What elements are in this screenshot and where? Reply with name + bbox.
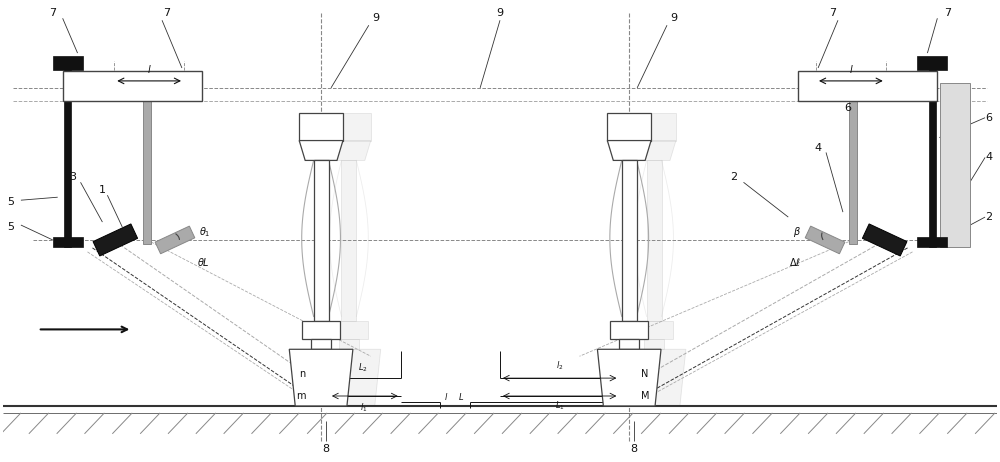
Text: n: n [299, 369, 305, 379]
Polygon shape [622, 160, 637, 322]
Polygon shape [155, 226, 195, 254]
Text: 9: 9 [372, 13, 379, 23]
Text: $\Delta\ell$: $\Delta\ell$ [789, 256, 801, 268]
Bar [53, 56, 83, 70]
Polygon shape [622, 349, 686, 406]
Polygon shape [311, 340, 331, 349]
Bar [940, 83, 970, 247]
Text: 5: 5 [7, 222, 14, 232]
Bar [917, 237, 947, 247]
Text: 6: 6 [844, 103, 851, 113]
Bar [143, 85, 151, 244]
Polygon shape [327, 113, 371, 140]
Text: 6: 6 [986, 113, 993, 123]
Text: M: M [641, 391, 650, 401]
Text: $L_1$: $L_1$ [555, 400, 565, 412]
Text: $\it{l}$: $\it{l}$ [147, 63, 151, 75]
Text: 7: 7 [829, 8, 837, 18]
Polygon shape [289, 349, 353, 406]
Text: N: N [641, 369, 649, 379]
Bar [849, 85, 857, 244]
Text: 1: 1 [99, 185, 106, 195]
Polygon shape [805, 226, 845, 254]
Text: 3: 3 [69, 172, 76, 182]
Polygon shape [339, 340, 359, 349]
Polygon shape [610, 322, 648, 340]
Text: $l$: $l$ [444, 390, 448, 401]
Polygon shape [327, 140, 371, 160]
Polygon shape [93, 224, 138, 256]
Text: $\it{l}$: $\it{l}$ [849, 63, 853, 75]
Polygon shape [607, 113, 651, 140]
Bar [53, 237, 83, 247]
Text: 9: 9 [496, 8, 504, 18]
Text: 8: 8 [631, 444, 638, 454]
Polygon shape [644, 340, 664, 349]
Polygon shape [330, 322, 368, 340]
Polygon shape [862, 224, 907, 256]
Text: 8: 8 [322, 444, 330, 454]
Text: $l_1$: $l_1$ [360, 401, 367, 414]
Polygon shape [647, 160, 662, 322]
Polygon shape [302, 322, 340, 340]
Polygon shape [619, 340, 639, 349]
Bar [917, 56, 947, 70]
Text: 2: 2 [730, 172, 737, 182]
Text: 5: 5 [7, 197, 14, 207]
Text: 4: 4 [985, 152, 993, 163]
Text: $L$: $L$ [458, 390, 464, 401]
Polygon shape [317, 349, 381, 406]
Text: 2: 2 [985, 212, 993, 222]
Polygon shape [635, 322, 673, 340]
Polygon shape [607, 140, 651, 160]
Text: $\theta L$: $\theta L$ [197, 256, 210, 268]
Text: 7: 7 [163, 8, 171, 18]
Polygon shape [314, 160, 329, 322]
Text: 9: 9 [670, 13, 678, 23]
Bar [64, 63, 71, 247]
Text: 7: 7 [944, 8, 951, 18]
Bar [63, 71, 202, 101]
Polygon shape [632, 140, 676, 160]
Polygon shape [632, 113, 676, 140]
Text: 4: 4 [815, 142, 822, 152]
Bar [929, 63, 936, 247]
Polygon shape [299, 113, 343, 140]
Text: $\beta$: $\beta$ [793, 225, 801, 239]
Text: $l_2$: $l_2$ [556, 360, 563, 372]
Text: m: m [296, 391, 305, 401]
Polygon shape [341, 160, 356, 322]
Text: 7: 7 [49, 8, 56, 18]
Text: $L_2$: $L_2$ [358, 362, 368, 374]
Text: $\theta_1$: $\theta_1$ [199, 225, 210, 239]
Polygon shape [597, 349, 661, 406]
Polygon shape [299, 140, 343, 160]
Bar [798, 71, 937, 101]
